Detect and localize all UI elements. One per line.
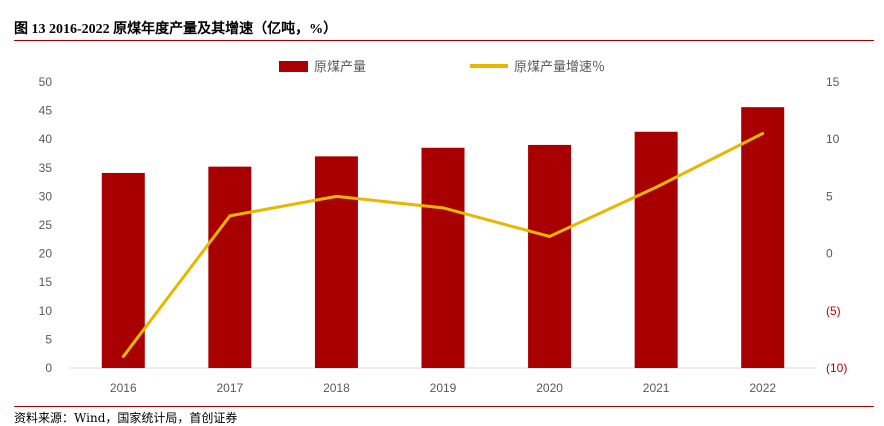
figure-title: 图 13 2016-2022 原煤年度产量及其增速（亿吨，%） xyxy=(14,22,338,37)
y-left-tick-label: 25 xyxy=(39,218,53,232)
x-tick-label: 2016 xyxy=(110,381,137,395)
legend: 原煤产量 原煤产量增速％ xyxy=(279,59,605,74)
growth-point-2016 xyxy=(121,355,125,359)
x-axis: 2016 2017 2018 2019 2020 2021 2022 xyxy=(110,381,776,395)
y-left-tick-label: 10 xyxy=(39,304,53,318)
growth-point-2018 xyxy=(334,194,338,198)
bar-2017 xyxy=(208,166,252,368)
growth-point-2019 xyxy=(441,206,445,210)
y-right-tick-label: 10 xyxy=(826,132,840,146)
growth-point-2022 xyxy=(761,131,765,135)
x-tick-label: 2019 xyxy=(430,381,457,395)
bar-2018 xyxy=(314,156,358,368)
legend-label-bar: 原煤产量 xyxy=(314,59,366,74)
y-left-tick-label: 0 xyxy=(45,361,52,375)
x-tick-label: 2021 xyxy=(643,381,670,395)
y-right-tick-label: 0 xyxy=(826,247,833,261)
legend-swatch-bar xyxy=(279,61,308,72)
title-rule xyxy=(14,40,874,41)
bar-2019 xyxy=(421,147,465,368)
y-left-tick-label: 15 xyxy=(39,275,53,289)
y-right-tick-label: (10) xyxy=(826,361,847,375)
y-right-tick-label: (5) xyxy=(826,304,841,318)
y-right-tick-label: 5 xyxy=(826,189,833,203)
y-left-tick-label: 20 xyxy=(39,247,53,261)
bar-2022 xyxy=(741,107,785,368)
y-right-tick-label: 15 xyxy=(826,75,840,89)
x-tick-label: 2018 xyxy=(323,381,350,395)
y-left-tick-label: 5 xyxy=(45,332,52,346)
right-axis: (10) (5) 0 5 10 15 xyxy=(826,75,847,375)
x-tick-label: 2020 xyxy=(536,381,563,395)
y-left-tick-label: 50 xyxy=(39,75,53,89)
left-axis: 0 5 10 15 20 25 30 35 40 45 50 xyxy=(39,75,53,375)
bar-2021 xyxy=(634,131,678,368)
y-left-tick-label: 35 xyxy=(39,161,53,175)
bars-group xyxy=(101,107,785,368)
x-tick-label: 2017 xyxy=(217,381,244,395)
x-tick-label: 2022 xyxy=(749,381,776,395)
source-rule xyxy=(14,406,874,407)
y-left-tick-label: 40 xyxy=(39,132,53,146)
growth-point-2017 xyxy=(228,214,232,218)
growth-line-group xyxy=(121,131,765,359)
bar-2020 xyxy=(528,144,572,368)
growth-point-2021 xyxy=(654,185,658,189)
source-note: 资料来源：Wind，国家统计局，首创证券 xyxy=(14,411,238,425)
growth-point-2020 xyxy=(548,234,552,238)
legend-label-line: 原煤产量增速％ xyxy=(514,59,605,74)
y-left-tick-label: 45 xyxy=(39,104,53,118)
y-left-tick-label: 30 xyxy=(39,189,53,203)
